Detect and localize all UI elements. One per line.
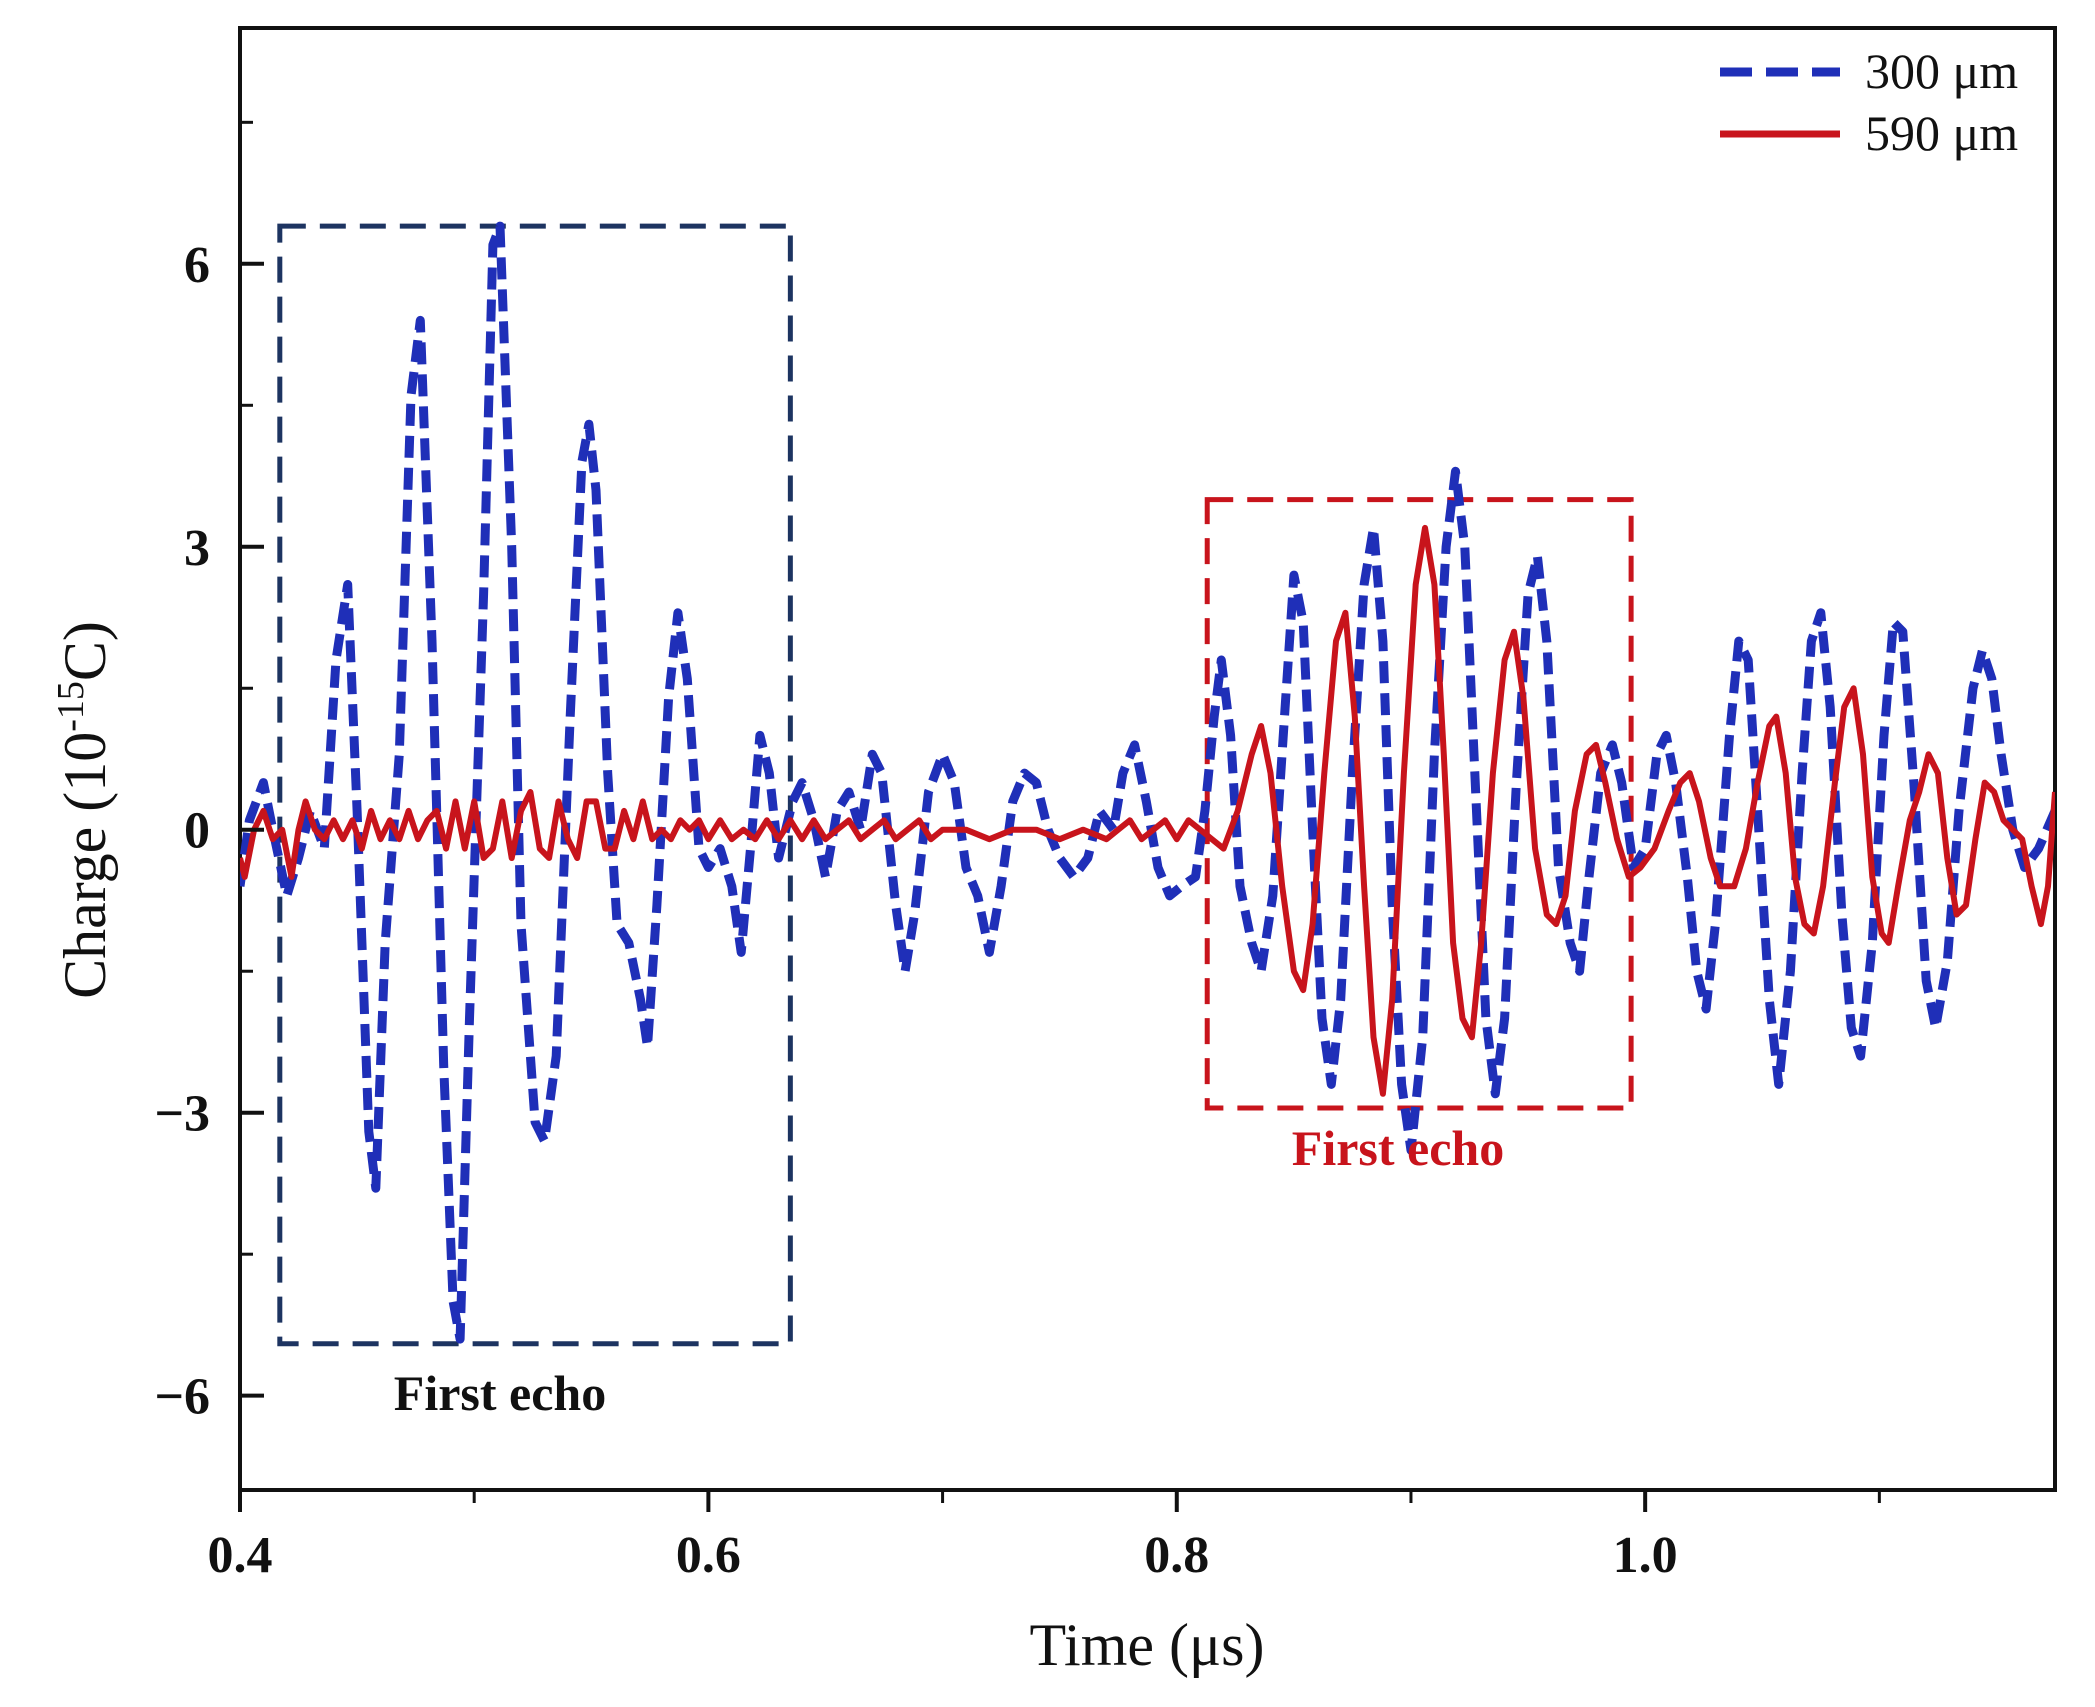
x-tick-label-2: 0.8 — [1144, 1527, 1209, 1584]
plot-frame — [238, 26, 2057, 1492]
y-tick-label-3: −3 — [154, 1086, 210, 1143]
y-tick-label-1: 3 — [184, 520, 210, 577]
legend-label-300: 300 μm — [1865, 43, 2018, 99]
x-tick-label-0: 0.4 — [208, 1527, 273, 1584]
series-layer — [240, 221, 2055, 1344]
y-tick-label-4: −6 — [154, 1369, 210, 1426]
y-axis-title-main: Charge (10 — [52, 732, 118, 999]
y-tick-label-2: 0 — [184, 803, 210, 860]
series-line-0 — [240, 221, 2055, 1344]
annotation-boxes — [277, 223, 1634, 1347]
x-axis-title: Time (μs) — [1030, 1612, 1265, 1678]
series-line-1 — [240, 524, 2055, 1097]
y-axis-title-exp: -15 — [50, 681, 92, 732]
y-tick-label-0: 6 — [184, 237, 210, 294]
y-axis-title: Charge (10-15C) — [50, 621, 118, 999]
annotation-label-blue: First echo — [394, 1365, 606, 1421]
y-axis-title-tail: C) — [52, 621, 118, 681]
legend-label-590: 590 μm — [1865, 105, 2018, 161]
x-tick-label-1: 0.6 — [676, 1527, 741, 1584]
ticks-layer: 0.4 0.6 0.8 1.0 6 3 0 −3 −6 — [154, 120, 1881, 1584]
x-tick-label-3: 1.0 — [1613, 1527, 1678, 1584]
legend: 300 μm 590 μm — [1720, 43, 2018, 161]
blue-box — [277, 223, 793, 1347]
annotation-label-red: First echo — [1292, 1120, 1504, 1176]
